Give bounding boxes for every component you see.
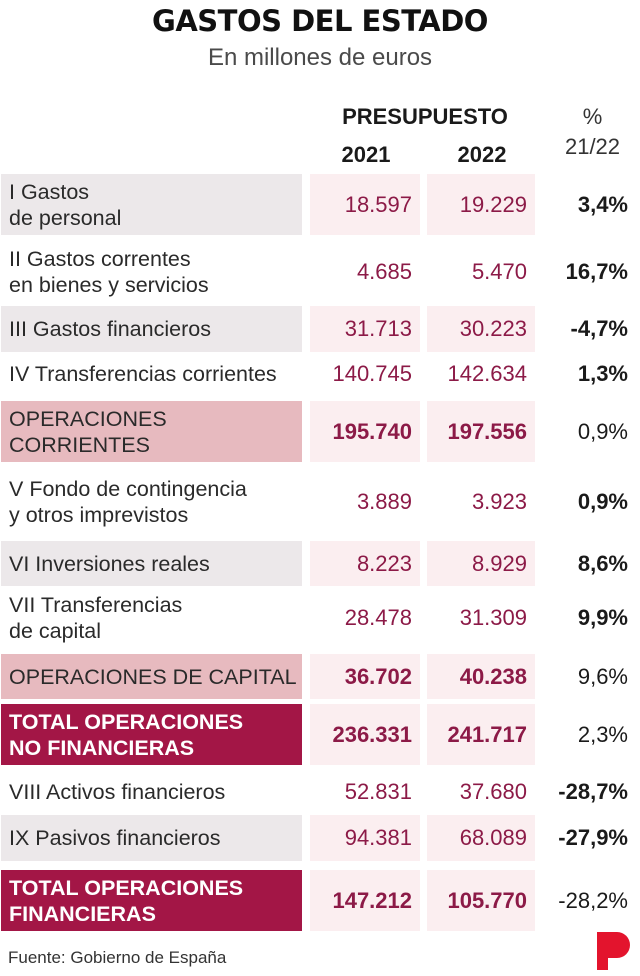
value-2021: 140.745	[332, 361, 412, 386]
source-note: Fuente: Gobierno de España	[8, 948, 227, 967]
header-pct-period: 21/22	[564, 134, 621, 159]
row-label-text: VII Transferencias de capital	[9, 592, 182, 644]
chart-title: GASTOS DEL ESTADO	[152, 4, 488, 38]
value-2022: 3.923	[471, 489, 527, 514]
row-label-text: IX Pasivos financieros	[9, 825, 221, 851]
value-2021: 52.831	[344, 779, 412, 804]
row-label-text: OPERACIONES CORRIENTES	[9, 406, 167, 458]
row-label-line: OPERACIONES	[9, 406, 167, 431]
row-label-line: IV Transferencias corrientes	[9, 362, 277, 386]
row-label: I Gastos de personal	[1, 174, 302, 235]
row-label-line: TOTAL OPERACIONES	[9, 875, 244, 900]
value-2021: 195.740	[310, 401, 420, 462]
row-label: TOTAL OPERACIONES FINANCIERAS	[1, 870, 302, 931]
row-label-line: NO FINANCIERAS	[9, 735, 195, 760]
row-label-line: en bienes y servicios	[9, 272, 209, 297]
row-label-text: TOTAL OPERACIONES NO FINANCIERAS	[9, 709, 243, 761]
value-2022: 241.717	[427, 704, 535, 765]
value-2022: 5.470	[471, 258, 527, 284]
row-label-line: y otros imprevistos	[9, 503, 189, 527]
row-label: IV Transferencias corrientes	[1, 352, 302, 396]
row-label-line: II Gastos correntes	[9, 246, 191, 271]
pct-change: -28,2%	[558, 887, 628, 913]
value-2022: 68.089	[427, 815, 535, 861]
pct-change: 1,3%	[577, 361, 628, 386]
value-2022: 37.680	[459, 779, 527, 804]
header-pct-symbol: %	[582, 104, 603, 129]
row-label-line: VI Inversiones reales	[9, 551, 210, 576]
pct-change: -28,7%	[558, 779, 628, 804]
value-2022: 142.634	[447, 361, 527, 386]
pct-change: 2,3%	[577, 721, 628, 747]
row-label: VII Transferencias de capital	[1, 590, 302, 646]
chart-subtitle: En millones de euros	[207, 44, 433, 71]
value-2022: 19.229	[427, 174, 535, 235]
header-year-2022: 2022	[457, 142, 507, 167]
row-label-line: OPERACIONES DE CAPITAL	[9, 664, 297, 689]
value-2021: 94.381	[310, 815, 420, 861]
row-label-text: III Gastos financieros	[9, 316, 211, 342]
value-2021: 147.212	[310, 870, 420, 931]
row-label-line: FINANCIERAS	[9, 901, 156, 926]
row-label: III Gastos financieros	[1, 306, 302, 352]
row-label-line: de capital	[9, 619, 102, 643]
value-2022: 31.309	[459, 605, 527, 630]
row-label-text: II Gastos correntes en bienes y servicios	[9, 246, 209, 298]
value-2022: 30.223	[427, 306, 535, 352]
row-label-text: I Gastos de personal	[9, 179, 121, 231]
pct-change: 3,4%	[577, 191, 628, 217]
row-label-text: VIII Activos financieros	[9, 779, 225, 805]
row-label: V Fondo de contingencia y otros imprevist…	[1, 470, 302, 534]
row-label-line: VII Transferencias	[9, 593, 183, 617]
row-label-text: V Fondo de contingencia y otros imprevist…	[9, 476, 247, 528]
row-label-line: V Fondo de contingencia	[9, 477, 247, 501]
row-label-text: IV Transferencias corrientes	[9, 361, 277, 387]
value-2021: 36.702	[310, 654, 420, 699]
row-label-line: III Gastos financieros	[9, 317, 211, 341]
row-label-text: OPERACIONES DE CAPITAL	[9, 664, 297, 690]
row-label: II Gastos correntes en bienes y servicios	[1, 244, 302, 299]
value-2022: 105.770	[427, 870, 535, 931]
row-label: IX Pasivos financieros	[1, 815, 302, 861]
header-year-2021: 2021	[341, 142, 391, 167]
value-2021: 8.223	[310, 541, 420, 586]
value-2021: 18.597	[310, 174, 420, 235]
row-label-text: TOTAL OPERACIONES FINANCIERAS	[9, 875, 243, 927]
row-label-line: IX Pasivos financieros	[9, 826, 221, 850]
publico-p-logo-icon	[597, 932, 630, 970]
value-2022: 8.929	[427, 541, 535, 586]
row-label-line: I Gastos	[9, 179, 90, 204]
row-label-text: VI Inversiones reales	[9, 551, 210, 577]
pct-change: 9,6%	[577, 663, 628, 689]
value-2022: 40.238	[427, 654, 535, 699]
row-label-line: CORRIENTES	[9, 432, 150, 457]
pct-change: 8,6%	[577, 550, 628, 576]
row-label: VI Inversiones reales	[1, 541, 302, 586]
value-2022: 197.556	[427, 401, 535, 462]
row-label: VIII Activos financieros	[1, 770, 302, 814]
row-label: OPERACIONES CORRIENTES	[1, 401, 302, 462]
pct-change: -4,7%	[570, 316, 628, 341]
value-2021: 28.478	[344, 605, 412, 630]
row-label: OPERACIONES DE CAPITAL	[1, 654, 302, 699]
header-presupuesto: PRESUPUESTO	[342, 104, 508, 129]
row-label-line: de personal	[9, 205, 122, 230]
pct-change: -27,9%	[558, 825, 628, 850]
pct-change: 9,9%	[577, 605, 628, 630]
value-2021: 4.685	[356, 258, 412, 284]
pct-change: 0,9%	[577, 418, 628, 444]
row-label-line: VIII Activos financieros	[9, 780, 226, 804]
pct-change: 0,9%	[577, 489, 628, 514]
row-label: TOTAL OPERACIONES NO FINANCIERAS	[1, 704, 302, 765]
value-2021: 236.331	[310, 704, 420, 765]
value-2021: 3.889	[356, 489, 412, 514]
pct-change: 16,7%	[565, 258, 628, 284]
value-2021: 31.713	[310, 306, 420, 352]
row-label-line: TOTAL OPERACIONES	[9, 709, 244, 734]
